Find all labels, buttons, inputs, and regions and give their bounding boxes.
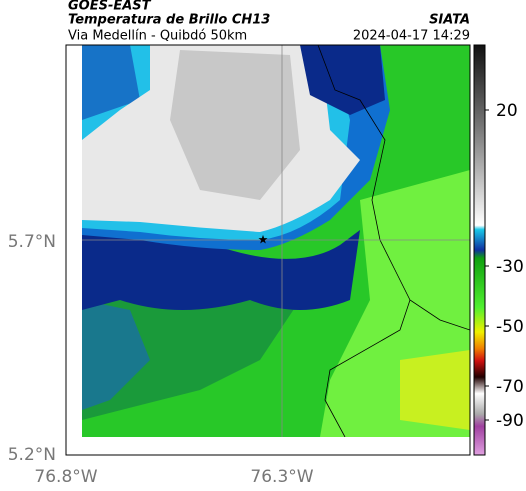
colorbar-tick-label: 20 xyxy=(496,101,518,121)
lon-tick-label: 76.3°W xyxy=(250,467,313,487)
product-title: Temperatura de Brillo CH13 xyxy=(68,13,270,28)
lon-tick-label: 76.8°W xyxy=(34,467,97,487)
source-label: SIATA xyxy=(429,13,470,28)
colorbar-tick-label: -30 xyxy=(496,257,524,277)
route-label: Via Medellín - Quibdó 50km xyxy=(68,29,247,44)
lat-tick-label: 5.7°N xyxy=(8,232,56,252)
city-marker: ★ xyxy=(258,233,269,247)
colorbar xyxy=(473,44,486,456)
lat-tick-label: 5.2°N xyxy=(8,445,56,465)
colorbar-ticks xyxy=(485,109,489,421)
colorbar-tick-label: -50 xyxy=(496,317,524,337)
map-frame xyxy=(65,44,471,456)
colorbar-tick-label: -70 xyxy=(496,377,524,397)
satellite-label: GOES-EAST xyxy=(68,0,152,14)
map-imagery: ★ xyxy=(82,45,470,437)
timestamp: 2024-04-17 14:29 xyxy=(353,29,470,44)
colorbar-tick-label: -90 xyxy=(496,411,524,431)
